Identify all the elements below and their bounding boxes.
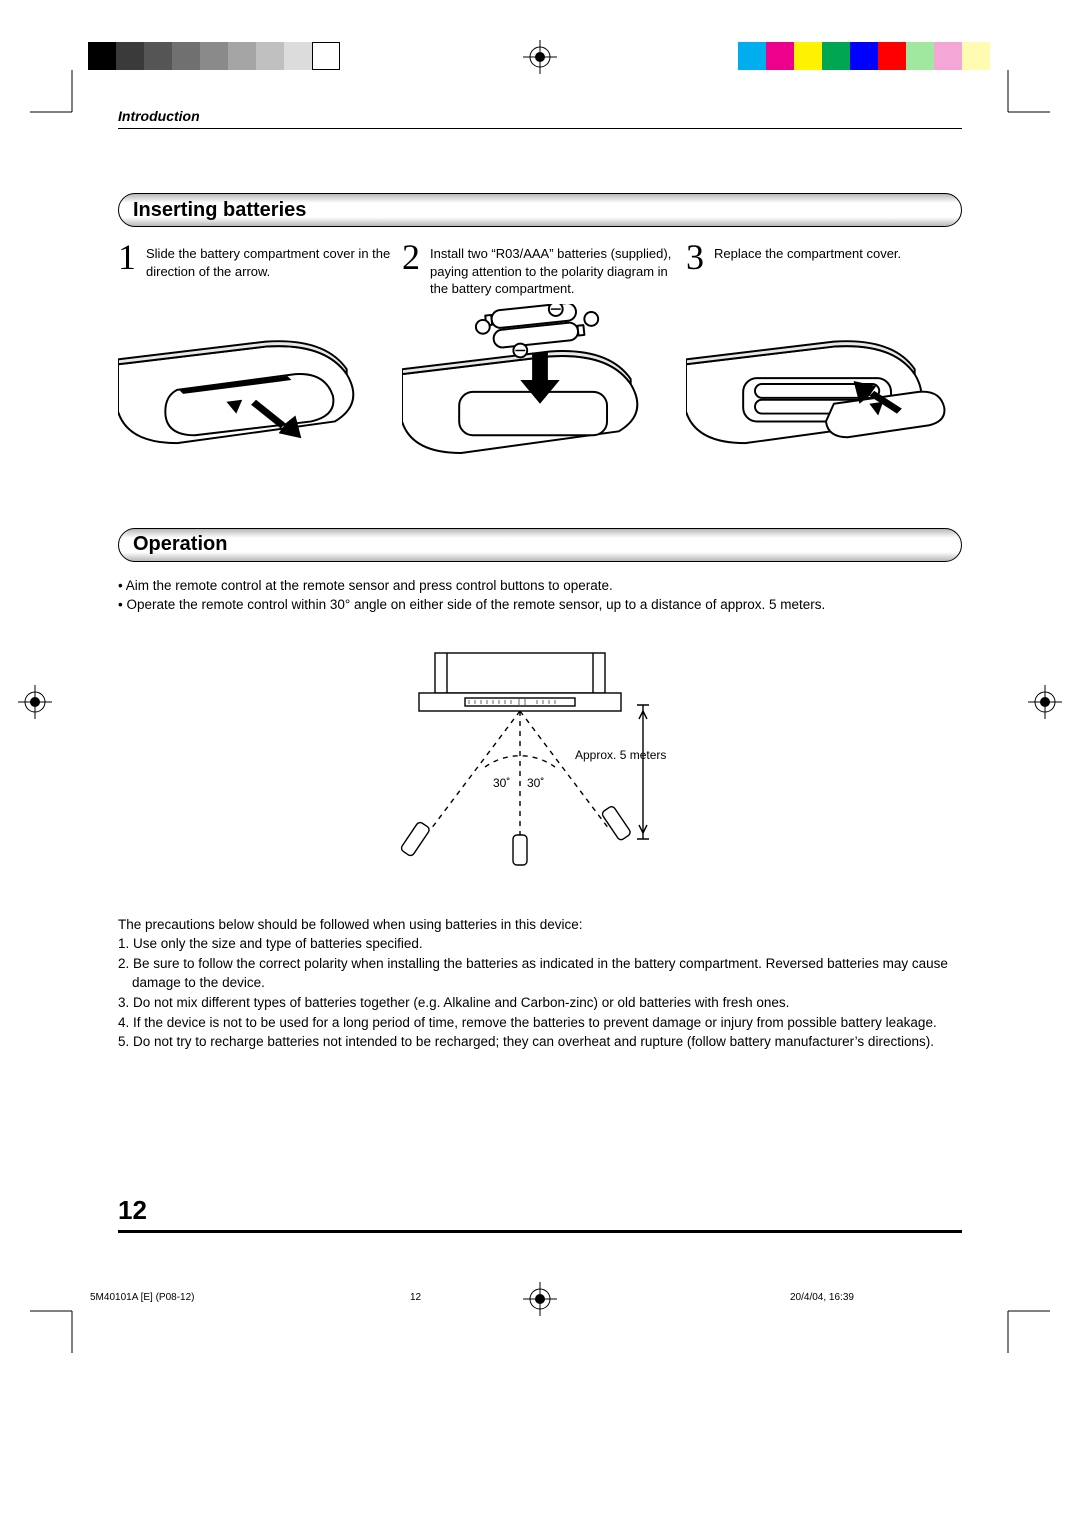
precaution-item: 1. Use only the size and type of batteri…	[132, 934, 962, 954]
figure-step-2: + +	[402, 304, 678, 464]
operation-bullets: • Aim the remote control at the remote s…	[118, 576, 962, 615]
page-rule	[118, 1230, 962, 1233]
step-2: 2 Install two “R03/AAA” batteries (suppl…	[402, 239, 678, 298]
steps-row: 1 Slide the battery compartment cover in…	[118, 239, 962, 298]
figure-step-1	[118, 304, 394, 464]
heading-text: Inserting batteries	[133, 199, 306, 222]
footer: 5M40101A [E] (P08-12) 12 20/4/04, 16:39	[90, 1292, 990, 1303]
heading-operation: Operation	[118, 528, 962, 562]
divider	[118, 128, 962, 129]
crop-mark	[1000, 1303, 1050, 1358]
angle-right-label: 30˚	[527, 776, 544, 790]
precaution-item: 2. Be sure to follow the correct polarit…	[132, 954, 962, 993]
angle-left-label: 30˚	[493, 776, 510, 790]
precaution-item: 3. Do not mix different types of batteri…	[132, 993, 962, 1013]
precautions: The precautions below should be followed…	[118, 915, 962, 1052]
manual-page: Introduction Inserting batteries 1 Slide…	[0, 0, 1080, 1528]
registration-mark	[18, 685, 52, 719]
step-number: 3	[686, 239, 714, 298]
color-bar	[738, 42, 990, 70]
crop-mark	[1000, 70, 1050, 125]
step-text: Slide the battery compartment cover in t…	[146, 239, 394, 298]
distance-label: Approx. 5 meters	[575, 748, 666, 762]
crop-mark	[30, 70, 80, 125]
page-number: 12	[118, 1195, 147, 1226]
grayscale-bar	[88, 42, 340, 70]
page-content: Introduction Inserting batteries 1 Slide…	[118, 108, 962, 1052]
figure-step-3	[686, 304, 962, 464]
footer-left: 5M40101A [E] (P08-12)	[90, 1292, 290, 1303]
step-number: 1	[118, 239, 146, 298]
registration-mark	[523, 40, 557, 74]
precaution-item: 5. Do not try to recharge batteries not …	[132, 1032, 962, 1052]
figure-remote-range: 30˚ 30˚ Approx. 5 meters	[365, 649, 715, 869]
precaution-item: 4. If the device is not to be used for a…	[132, 1013, 962, 1033]
step-number: 2	[402, 239, 430, 298]
crop-mark	[30, 1303, 80, 1358]
svg-text:+: +	[588, 312, 595, 326]
heading-inserting-batteries: Inserting batteries	[118, 193, 962, 227]
svg-text:+: +	[479, 319, 486, 333]
section-label: Introduction	[118, 108, 962, 124]
footer-center: 12	[290, 1292, 610, 1303]
registration-mark	[1028, 685, 1062, 719]
bullet: • Operate the remote control within 30° …	[118, 595, 962, 615]
bullet: • Aim the remote control at the remote s…	[118, 576, 962, 596]
step-text: Install two “R03/AAA” batteries (supplie…	[430, 239, 678, 298]
precautions-intro: The precautions below should be followed…	[118, 915, 962, 935]
step-text: Replace the compartment cover.	[714, 239, 901, 298]
step-1: 1 Slide the battery compartment cover in…	[118, 239, 394, 298]
step-3: 3 Replace the compartment cover.	[686, 239, 962, 298]
footer-right: 20/4/04, 16:39	[610, 1292, 990, 1303]
precautions-list: 1. Use only the size and type of batteri…	[118, 934, 962, 1051]
step-figures: + +	[118, 304, 962, 464]
heading-text: Operation	[133, 533, 227, 556]
